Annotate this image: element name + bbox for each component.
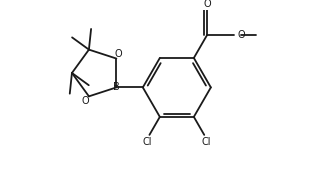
Text: Cl: Cl [201,137,211,147]
Text: O: O [203,0,211,9]
Text: O: O [115,49,122,59]
Text: B: B [113,82,120,92]
Text: Cl: Cl [143,137,152,147]
Text: O: O [81,96,89,106]
Text: O: O [237,30,245,40]
